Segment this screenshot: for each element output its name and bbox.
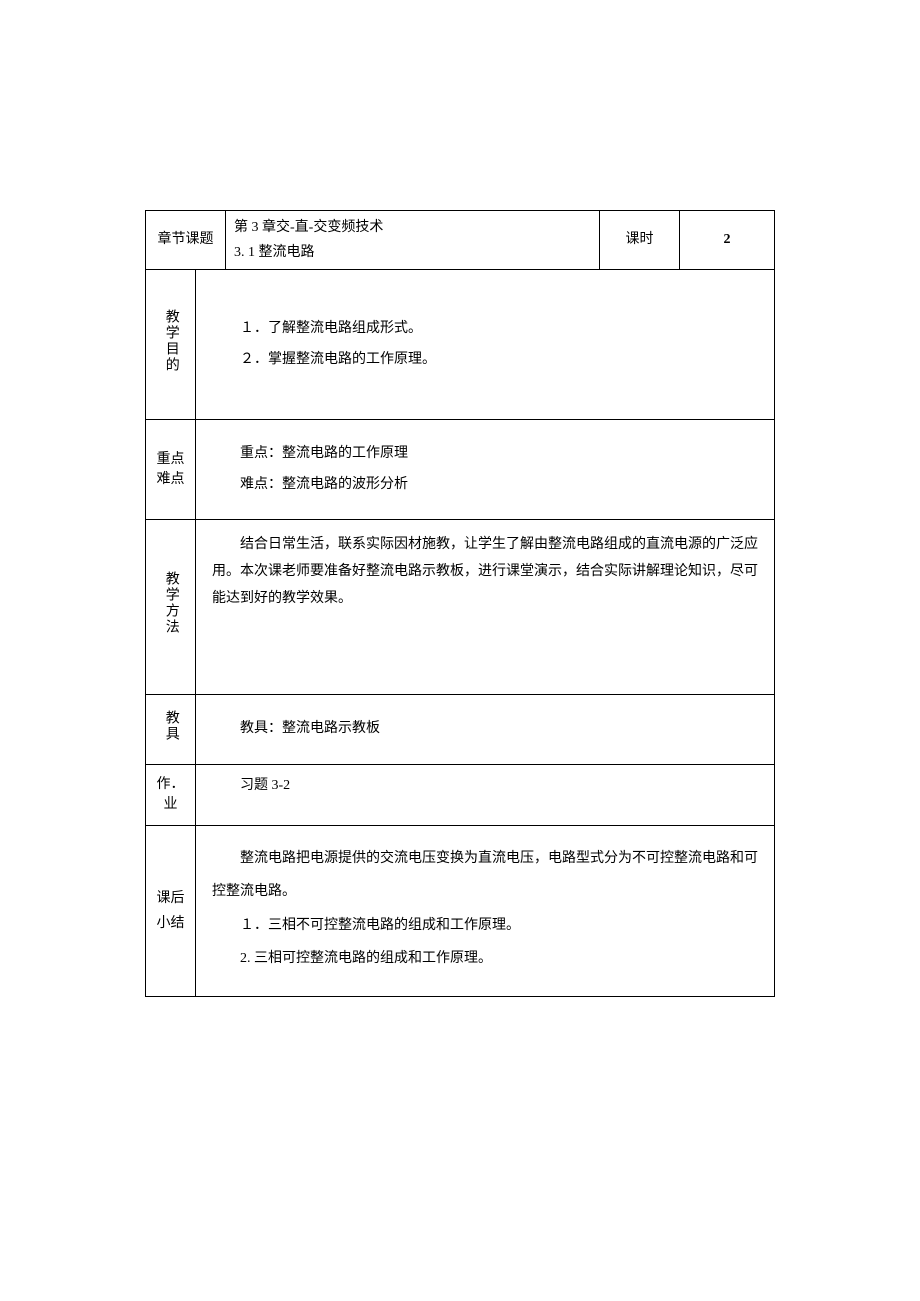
tools-label-cell: 教具	[146, 695, 196, 765]
objectives-item2: ２．掌握整流电路的工作原理。	[212, 345, 758, 376]
tools-content: 教具：整流电路示教板	[212, 714, 758, 745]
methods-content: 结合日常生活，联系实际因材施教，让学生了解由整流电路组成的直流电源的广泛应用。本…	[212, 532, 758, 612]
keypoints-row: 重点难点 重点：整流电路的工作原理 难点：整流电路的波形分析	[146, 420, 775, 520]
chapter-title-line1: 第 3 章交-直-交变频技术	[234, 215, 591, 240]
homework-content: 习题 3-2	[212, 771, 758, 802]
chapter-title-line2: 3. 1 整流电路	[234, 240, 591, 265]
objectives-content: １．了解整流电路组成形式。 ２．掌握整流电路的工作原理。	[196, 270, 775, 420]
objectives-label: 教学目的	[159, 309, 181, 373]
summary-intro: 整流电路把电源提供的交流电压变换为直流电压，电路型式分为不可控整流电路和可控整流…	[212, 842, 758, 909]
methods-row: 教学方法 结合日常生活，联系实际因材施教，让学生了解由整流电路组成的直流电源的广…	[146, 520, 775, 695]
tools-content-cell: 教具：整流电路示教板	[196, 695, 775, 765]
methods-label-cell: 教学方法	[146, 520, 196, 695]
methods-content-cell: 结合日常生活，联系实际因材施教，让学生了解由整流电路组成的直流电源的广泛应用。本…	[196, 520, 775, 695]
summary-label-cell: 课后小结	[146, 825, 196, 996]
chapter-label: 章节课题	[146, 211, 226, 270]
homework-label-cell: 作．业	[146, 765, 196, 825]
summary-row: 课后小结 整流电路把电源提供的交流电压变换为直流电压，电路型式分为不可控整流电路…	[146, 825, 775, 996]
summary-item2: 2. 三相可控整流电路的组成和工作原理。	[212, 942, 758, 976]
chapter-title-cell: 第 3 章交-直-交变频技术 3. 1 整流电路	[226, 211, 600, 270]
keypoints-item1: 重点：整流电路的工作原理	[212, 439, 758, 470]
objectives-item1: １．了解整流电路组成形式。	[212, 314, 758, 345]
objectives-row: 教学目的 １．了解整流电路组成形式。 ２．掌握整流电路的工作原理。	[146, 270, 775, 420]
lesson-plan-table: 章节课题 第 3 章交-直-交变频技术 3. 1 整流电路 课时 2 教学目的 …	[145, 210, 775, 997]
homework-content-cell: 习题 3-2	[196, 765, 775, 825]
objectives-label-cell: 教学目的	[146, 270, 196, 420]
keypoints-label: 重点难点	[157, 452, 185, 487]
summary-content-cell: 整流电路把电源提供的交流电压变换为直流电压，电路型式分为不可控整流电路和可控整流…	[196, 825, 775, 996]
keypoints-item2: 难点：整流电路的波形分析	[212, 470, 758, 501]
tools-label: 教具	[159, 710, 181, 742]
homework-label: 作．业	[157, 777, 185, 812]
summary-item1: １．三相不可控整流电路的组成和工作原理。	[212, 909, 758, 943]
header-row: 章节课题 第 3 章交-直-交变频技术 3. 1 整流电路 课时 2	[146, 211, 775, 270]
homework-row: 作．业 习题 3-2	[146, 765, 775, 825]
tools-row: 教具 教具：整流电路示教板	[146, 695, 775, 765]
methods-label: 教学方法	[159, 571, 181, 635]
period-value: 2	[680, 211, 775, 270]
keypoints-content: 重点：整流电路的工作原理 难点：整流电路的波形分析	[196, 420, 775, 520]
period-label: 课时	[600, 211, 680, 270]
keypoints-label-cell: 重点难点	[146, 420, 196, 520]
summary-label: 课后小结	[157, 891, 185, 931]
